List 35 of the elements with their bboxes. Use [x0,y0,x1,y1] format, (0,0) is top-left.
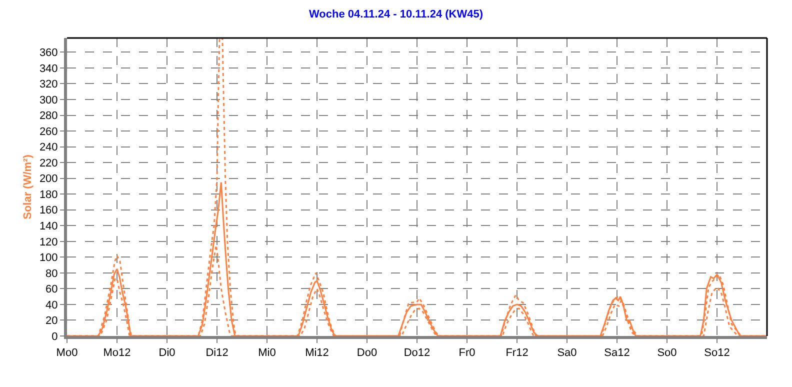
y-tick-label: 160 [39,204,58,217]
y-tick-label: 300 [39,94,58,106]
x-tick-label: Di12 [206,347,228,360]
y-tick-label: 280 [39,110,58,122]
x-tick-label: Do0 [356,347,378,360]
y-tick-label: 100 [39,252,58,264]
y-tick-label: 360 [39,47,58,60]
y-tick-label: 120 [39,236,58,248]
y-tick-label: 140 [39,220,58,232]
x-tick-label: Mi12 [305,347,329,360]
x-tick-label: Di0 [158,347,176,360]
y-tick-label: 0 [52,330,58,343]
x-tick-label: Mi0 [258,347,276,360]
y-tick-label: 260 [39,126,58,138]
x-tick-label: Sa0 [557,347,577,360]
y-tick-label: 20 [46,315,58,328]
y-tick-label: 60 [46,284,58,296]
x-tick-label: Fr12 [506,347,528,360]
y-tick-label: 320 [39,78,58,91]
x-tick-label: So0 [657,347,677,360]
y-tick-label: 220 [39,157,58,170]
x-tick-label: Mo12 [103,347,131,360]
y-tick-label: 340 [39,62,58,75]
y-tick-label: 40 [46,299,58,312]
y-tick-label: 180 [39,188,58,201]
y-tick-label: 200 [39,173,58,186]
y-axis-title: Solar (W/m²) [22,154,34,220]
x-tick-label: So12 [704,347,730,360]
x-tick-label: Fr0 [458,347,476,360]
x-tick-label: Mo0 [56,347,78,360]
y-tick-label: 240 [39,142,58,154]
x-tick-label: Do12 [404,347,430,360]
chart-title: Woche 04.11.24 - 10.11.24 (KW45) [308,8,484,20]
y-tick-label: 80 [46,268,58,280]
x-tick-label: Sa12 [604,347,630,360]
